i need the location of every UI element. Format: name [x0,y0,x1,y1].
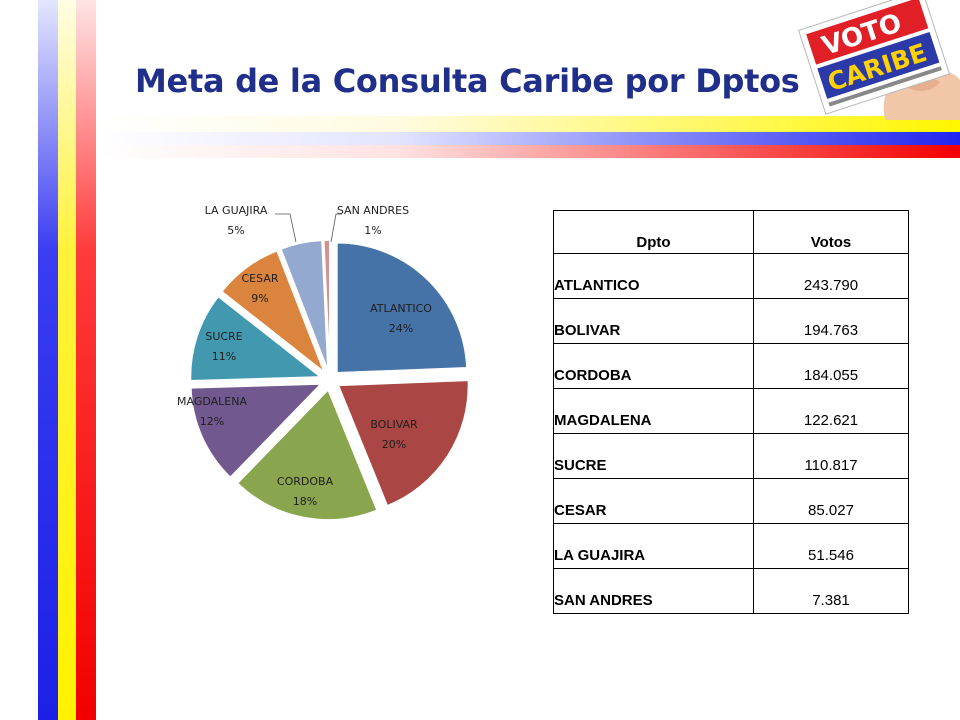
pie-slice-san-andres [322,239,331,371]
cell-votos: 110.817 [753,433,909,479]
table-row: ATLANTICO 243.790 [553,253,909,299]
cell-votos: 85.027 [753,478,909,524]
cell-dpto: SAN ANDRES [553,568,754,614]
title-stripe-blue [96,132,960,145]
cell-dpto: MAGDALENA [553,388,754,434]
slice-label-magdalena: MAGDALENA [177,395,247,408]
pie-slice-magdalena [190,383,323,479]
title-stripe-yellow [96,116,960,132]
pie-chart: ATLANTICO 24% BOLIVAR 20% CORDOBA 18% MAGDALEN… [177,204,470,521]
cell-votos: 243.790 [753,253,909,299]
slice-percent-san-andres: 1% [364,224,381,237]
left-stripe-red [76,0,96,720]
table-row: SAN ANDRES 7.381 [553,568,909,614]
slice-percent-cordoba: 18% [293,495,317,508]
left-stripe-yellow [58,0,76,720]
slice-label-cesar: CESAR [242,272,279,285]
slice-label-atlantico: ATLANTICO [370,302,432,315]
pie-slice-bolivar [337,379,470,507]
cell-votos: 122.621 [753,388,909,434]
page-title: Meta de la Consulta Caribe por Dptos [135,62,800,100]
table-row: SUCRE 110.817 [553,433,909,479]
slice-label-la-guajira: LA GUAJIRA [205,204,268,217]
table-row: BOLIVAR 194.763 [553,298,909,344]
votes-table: Dpto Votos ATLANTICO 243.790 BOLIVAR 194.7… [553,210,909,614]
left-stripe-blue [38,0,58,720]
cell-dpto: CORDOBA [553,343,754,389]
pie-slice-cordoba [236,388,379,521]
cell-votos: 184.055 [753,343,909,389]
slice-label-san-andres: SAN ANDRES [337,204,409,217]
slice-percent-cesar: 9% [251,292,268,305]
title-stripe-red [96,145,960,158]
voto-caribe-logo-icon: VOTO CARIBE [798,0,960,120]
pie-slice-cesar [220,249,326,375]
cell-dpto: SUCRE [553,433,754,479]
cell-dpto: BOLIVAR [553,298,754,344]
slice-label-sucre: SUCRE [205,330,242,343]
cell-dpto: ATLANTICO [553,253,754,299]
table-row: MAGDALENA 122.621 [553,388,909,434]
table-header-row: Dpto Votos [553,210,909,254]
slice-label-bolivar: BOLIVAR [370,418,418,431]
cell-dpto: CESAR [553,478,754,524]
leader-line-la-guajira [275,213,297,243]
header-votos: Votos [753,210,909,254]
header-dpto: Dpto [553,210,754,254]
slice-label-cordoba: CORDOBA [277,475,334,488]
cell-dpto: LA GUAJIRA [553,523,754,569]
table-row: CESAR 85.027 [553,478,909,524]
pie-slice-sucre [189,295,323,382]
pie-slice-atlantico [336,242,468,374]
slice-percent-atlantico: 24% [389,322,413,335]
cell-votos: 194.763 [753,298,909,344]
table-row: LA GUAJIRA 51.546 [553,523,909,569]
slice-percent-sucre: 11% [212,350,236,363]
table-row: CORDOBA 184.055 [553,343,909,389]
cell-votos: 51.546 [753,523,909,569]
leader-line-san-andres [330,213,342,243]
slice-percent-magdalena: 12% [200,415,224,428]
cell-votos: 7.381 [753,568,909,614]
slice-percent-la-guajira: 5% [227,224,244,237]
pie-slice-la-guajira [279,239,329,371]
slice-percent-bolivar: 20% [382,438,406,451]
